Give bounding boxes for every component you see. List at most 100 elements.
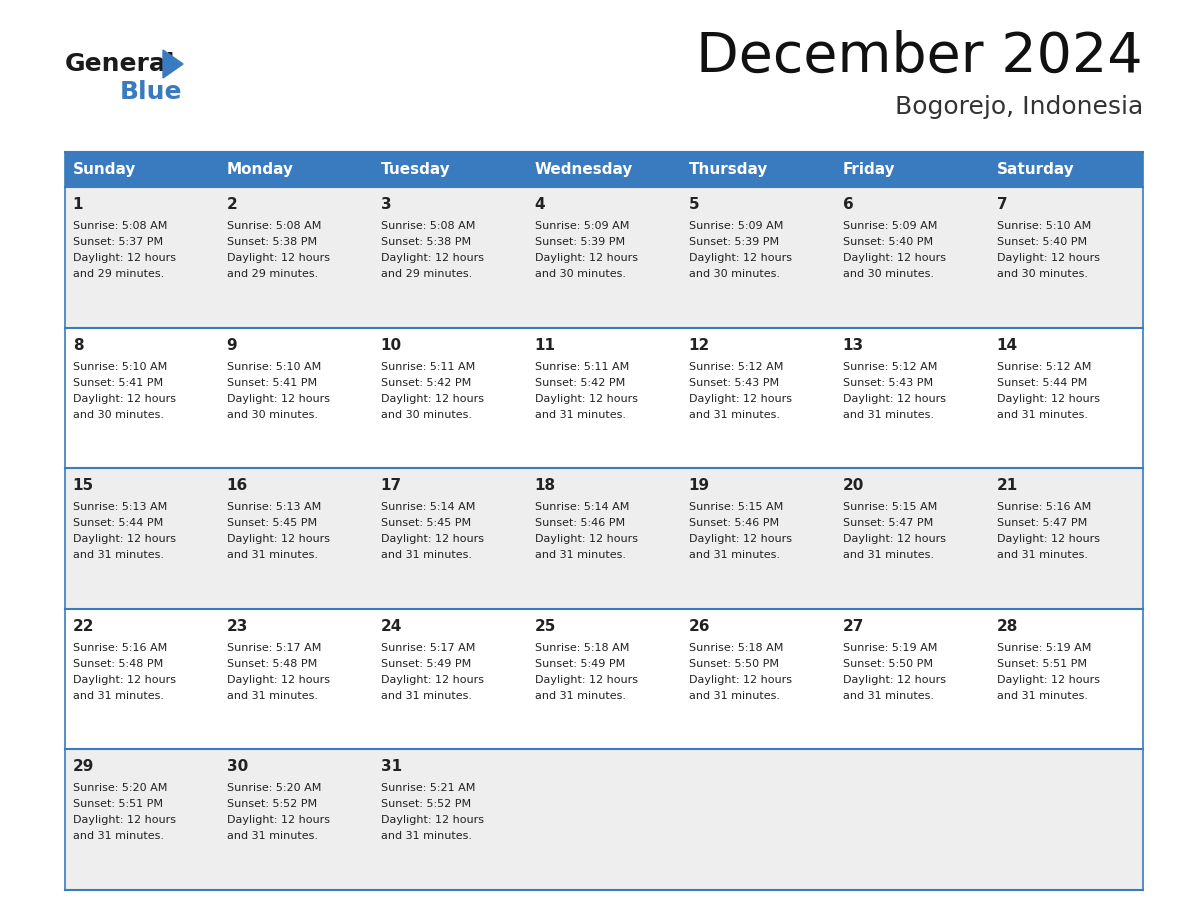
Text: Sunday: Sunday <box>72 162 137 177</box>
Text: Saturday: Saturday <box>997 162 1074 177</box>
Text: 6: 6 <box>842 197 853 212</box>
Text: Daylight: 12 hours: Daylight: 12 hours <box>842 534 946 544</box>
Text: 11: 11 <box>535 338 556 353</box>
Text: Sunrise: 5:15 AM: Sunrise: 5:15 AM <box>842 502 937 512</box>
Text: 30: 30 <box>227 759 248 775</box>
Text: Daylight: 12 hours: Daylight: 12 hours <box>72 534 176 544</box>
Bar <box>835 187 988 328</box>
Text: Sunrise: 5:20 AM: Sunrise: 5:20 AM <box>72 783 168 793</box>
Bar <box>65 328 219 468</box>
Text: Daylight: 12 hours: Daylight: 12 hours <box>997 675 1100 685</box>
Text: 20: 20 <box>842 478 864 493</box>
Text: Sunrise: 5:08 AM: Sunrise: 5:08 AM <box>72 221 168 231</box>
Text: Sunrise: 5:12 AM: Sunrise: 5:12 AM <box>689 362 783 372</box>
Bar <box>988 187 1143 328</box>
Text: and 31 minutes.: and 31 minutes. <box>227 550 317 560</box>
Text: Daylight: 12 hours: Daylight: 12 hours <box>380 534 484 544</box>
Text: 31: 31 <box>380 759 402 775</box>
Text: Sunrise: 5:09 AM: Sunrise: 5:09 AM <box>842 221 937 231</box>
Text: and 31 minutes.: and 31 minutes. <box>227 691 317 700</box>
Text: Tuesday: Tuesday <box>380 162 450 177</box>
Text: Daylight: 12 hours: Daylight: 12 hours <box>227 253 330 263</box>
Text: Sunset: 5:42 PM: Sunset: 5:42 PM <box>380 377 470 387</box>
Text: Daylight: 12 hours: Daylight: 12 hours <box>842 394 946 404</box>
Text: and 31 minutes.: and 31 minutes. <box>535 550 626 560</box>
Text: Sunrise: 5:14 AM: Sunrise: 5:14 AM <box>535 502 630 512</box>
Bar <box>988 609 1143 749</box>
Text: Sunset: 5:51 PM: Sunset: 5:51 PM <box>72 800 163 810</box>
Text: Wednesday: Wednesday <box>535 162 633 177</box>
Bar <box>835 749 988 890</box>
Text: Thursday: Thursday <box>689 162 769 177</box>
Text: Daylight: 12 hours: Daylight: 12 hours <box>689 394 791 404</box>
Text: and 30 minutes.: and 30 minutes. <box>842 269 934 279</box>
Text: Sunset: 5:44 PM: Sunset: 5:44 PM <box>72 518 163 528</box>
Text: 2: 2 <box>227 197 238 212</box>
Text: 8: 8 <box>72 338 83 353</box>
Text: and 31 minutes.: and 31 minutes. <box>997 409 1088 420</box>
Text: Sunrise: 5:17 AM: Sunrise: 5:17 AM <box>380 643 475 653</box>
Bar <box>527 328 681 468</box>
Bar <box>988 468 1143 609</box>
Text: 16: 16 <box>227 478 248 493</box>
Bar <box>219 749 373 890</box>
Text: Sunset: 5:46 PM: Sunset: 5:46 PM <box>535 518 625 528</box>
Text: Sunrise: 5:15 AM: Sunrise: 5:15 AM <box>689 502 783 512</box>
Bar <box>527 609 681 749</box>
Text: Daylight: 12 hours: Daylight: 12 hours <box>535 253 638 263</box>
Text: General: General <box>65 52 176 76</box>
Bar <box>219 328 373 468</box>
Text: Sunset: 5:49 PM: Sunset: 5:49 PM <box>380 659 470 669</box>
Text: Sunset: 5:42 PM: Sunset: 5:42 PM <box>535 377 625 387</box>
Text: Sunrise: 5:09 AM: Sunrise: 5:09 AM <box>689 221 783 231</box>
Text: 25: 25 <box>535 619 556 633</box>
Text: Friday: Friday <box>842 162 896 177</box>
Text: and 30 minutes.: and 30 minutes. <box>689 269 779 279</box>
Text: 17: 17 <box>380 478 402 493</box>
Text: Monday: Monday <box>227 162 293 177</box>
Text: Sunrise: 5:17 AM: Sunrise: 5:17 AM <box>227 643 321 653</box>
Text: 15: 15 <box>72 478 94 493</box>
Text: Daylight: 12 hours: Daylight: 12 hours <box>227 815 330 825</box>
Text: Sunset: 5:50 PM: Sunset: 5:50 PM <box>842 659 933 669</box>
Text: Sunrise: 5:13 AM: Sunrise: 5:13 AM <box>72 502 168 512</box>
Text: and 30 minutes.: and 30 minutes. <box>227 409 317 420</box>
Text: Bogorejo, Indonesia: Bogorejo, Indonesia <box>895 95 1143 119</box>
Text: Daylight: 12 hours: Daylight: 12 hours <box>227 394 330 404</box>
Text: Sunset: 5:39 PM: Sunset: 5:39 PM <box>535 237 625 247</box>
Text: 12: 12 <box>689 338 710 353</box>
Bar <box>527 152 681 187</box>
Text: Sunrise: 5:10 AM: Sunrise: 5:10 AM <box>227 362 321 372</box>
Bar <box>219 609 373 749</box>
Text: Daylight: 12 hours: Daylight: 12 hours <box>72 253 176 263</box>
Text: December 2024: December 2024 <box>696 30 1143 84</box>
Text: and 30 minutes.: and 30 minutes. <box>535 269 626 279</box>
Bar <box>373 187 527 328</box>
Text: 5: 5 <box>689 197 700 212</box>
Text: and 30 minutes.: and 30 minutes. <box>72 409 164 420</box>
Text: and 31 minutes.: and 31 minutes. <box>842 691 934 700</box>
Text: Daylight: 12 hours: Daylight: 12 hours <box>842 253 946 263</box>
Text: and 31 minutes.: and 31 minutes. <box>842 550 934 560</box>
Text: and 31 minutes.: and 31 minutes. <box>535 409 626 420</box>
Text: Daylight: 12 hours: Daylight: 12 hours <box>380 394 484 404</box>
Text: 1: 1 <box>72 197 83 212</box>
Text: Daylight: 12 hours: Daylight: 12 hours <box>72 675 176 685</box>
Text: Daylight: 12 hours: Daylight: 12 hours <box>997 534 1100 544</box>
Bar <box>373 749 527 890</box>
Bar <box>527 187 681 328</box>
Polygon shape <box>163 50 183 78</box>
Text: Daylight: 12 hours: Daylight: 12 hours <box>380 253 484 263</box>
Text: 23: 23 <box>227 619 248 633</box>
Text: Sunset: 5:47 PM: Sunset: 5:47 PM <box>997 518 1087 528</box>
Text: Sunrise: 5:08 AM: Sunrise: 5:08 AM <box>227 221 321 231</box>
Bar <box>835 609 988 749</box>
Bar <box>681 328 835 468</box>
Text: and 31 minutes.: and 31 minutes. <box>72 550 164 560</box>
Text: Daylight: 12 hours: Daylight: 12 hours <box>997 394 1100 404</box>
Text: 18: 18 <box>535 478 556 493</box>
Text: 21: 21 <box>997 478 1018 493</box>
Text: 9: 9 <box>227 338 238 353</box>
Text: and 31 minutes.: and 31 minutes. <box>997 550 1088 560</box>
Bar <box>65 187 219 328</box>
